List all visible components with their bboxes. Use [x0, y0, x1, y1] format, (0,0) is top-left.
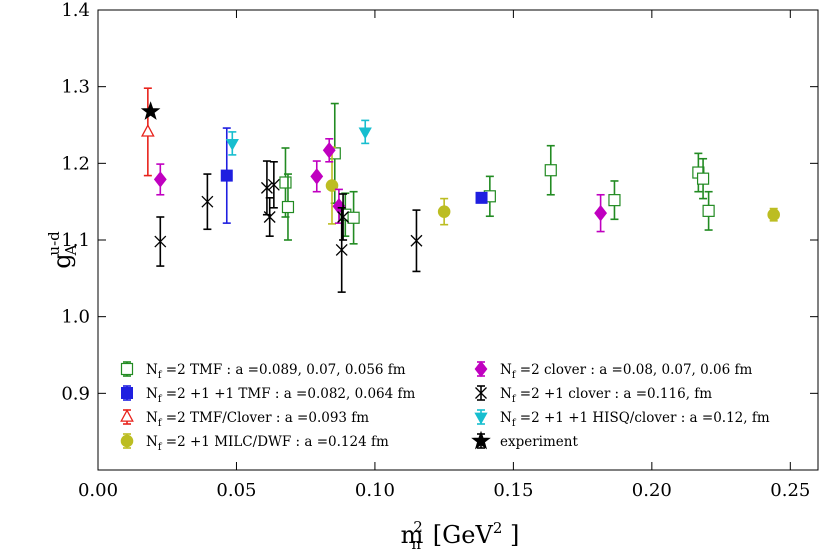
data-point — [608, 194, 621, 207]
legend-label: Nf =2 +1 +1 TMF : a =0.082, 0.064 fm — [146, 386, 416, 405]
data-point — [337, 211, 350, 223]
data-point — [310, 168, 324, 185]
data-point — [594, 204, 608, 222]
x-tick-label: 0.15 — [493, 480, 533, 501]
data-point — [358, 127, 372, 140]
legend-marker — [474, 412, 488, 425]
series-2 — [140, 87, 155, 177]
data-point — [140, 123, 155, 137]
legend-entry: Nf =2 +1 clover : a =0.116, fm — [475, 385, 712, 405]
data-point — [696, 172, 710, 185]
data-point — [140, 101, 161, 120]
series-1 — [220, 127, 488, 224]
x-tick-label: 0.20 — [632, 480, 672, 501]
data-point — [335, 244, 348, 256]
legend-entry: Nf =2 +1 +1 HISQ/clover : a =0.12, fm — [474, 409, 770, 429]
legend-entry: Nf =2 TMF/Clover : a =0.093 fm — [120, 409, 369, 429]
data-point — [347, 211, 360, 224]
legend-label: Nf =2 +1 MILC/DWF : a =0.124 fm — [146, 434, 389, 453]
data-point — [153, 171, 167, 188]
series-7 — [140, 101, 161, 120]
x-tick-label: 0.10 — [355, 480, 395, 501]
legend-entry: experiment — [471, 430, 578, 450]
data-point — [544, 164, 557, 177]
legend-marker — [121, 387, 133, 399]
data-point — [767, 208, 780, 221]
y-tick-label: 1.3 — [61, 77, 90, 98]
x-tick-label: 0.00 — [78, 480, 118, 501]
series-5 — [154, 160, 423, 293]
legend-label: Nf =2 TMF : a =0.089, 0.07, 0.056 fm — [146, 362, 406, 381]
y-tick-label: 1.1 — [61, 230, 90, 251]
data-point — [475, 191, 488, 204]
series-6 — [225, 119, 372, 156]
legend-marker — [120, 434, 134, 448]
data-point — [702, 204, 715, 217]
y-tick-label: 1.2 — [61, 153, 90, 174]
data-point — [267, 178, 280, 191]
legend-marker — [474, 360, 488, 378]
data-point — [201, 195, 214, 208]
data-point — [437, 205, 451, 218]
data-point — [410, 234, 423, 247]
data-point — [225, 139, 239, 151]
x-axis-label: mπ2 [GeV2 ] — [401, 518, 520, 553]
data-point — [281, 200, 295, 214]
y-tick-label: 1.0 — [61, 307, 90, 328]
y-tick-label: 0.9 — [61, 383, 90, 404]
data-point — [154, 235, 167, 248]
series-0 — [279, 102, 715, 245]
legend-label: experiment — [500, 434, 578, 450]
legend-label: Nf =2 +1 clover : a =0.116, fm — [500, 386, 712, 405]
legend-marker — [120, 409, 134, 422]
data-point — [260, 181, 273, 194]
legend-marker — [471, 430, 491, 450]
y-axis-label: gAu-d — [45, 231, 80, 269]
x-tick-label: 0.05 — [216, 480, 256, 501]
legend-label: Nf =2 TMF/Clover : a =0.093 fm — [146, 410, 369, 429]
x-tick-label: 0.25 — [770, 480, 810, 501]
legend-marker — [475, 387, 487, 399]
data-point — [263, 211, 276, 223]
data-point — [325, 179, 339, 192]
series-4 — [153, 138, 608, 233]
legend-label: Nf =2 clover : a =0.08, 0.07, 0.06 fm — [500, 362, 752, 381]
data-point — [322, 142, 336, 159]
legend-entry: Nf =2 clover : a =0.08, 0.07, 0.06 fm — [474, 360, 752, 381]
legend-marker — [120, 362, 134, 376]
data-marks — [140, 87, 780, 293]
legend-entry: Nf =2 +1 +1 TMF : a =0.082, 0.064 fm — [121, 385, 416, 405]
data-point — [220, 169, 233, 182]
legend-entry: Nf =2 TMF : a =0.089, 0.07, 0.056 fm — [120, 361, 406, 381]
data-point — [279, 176, 292, 189]
ticks: 0.00 0.05 0.10 0.15 0.20 0.25 0.9 1.0 1.1 1.2 1.3 1… — [61, 0, 818, 501]
legend-label: Nf =2 +1 +1 HISQ/clover : a =0.12, fm — [500, 410, 770, 429]
y-tick-label: 1.4 — [61, 0, 90, 21]
series-3 — [325, 146, 780, 226]
legend: Nf =2 TMF : a =0.089, 0.07, 0.056 fm Nf =… — [120, 360, 770, 453]
legend-entry: Nf =2 +1 MILC/DWF : a =0.124 fm — [120, 433, 389, 453]
